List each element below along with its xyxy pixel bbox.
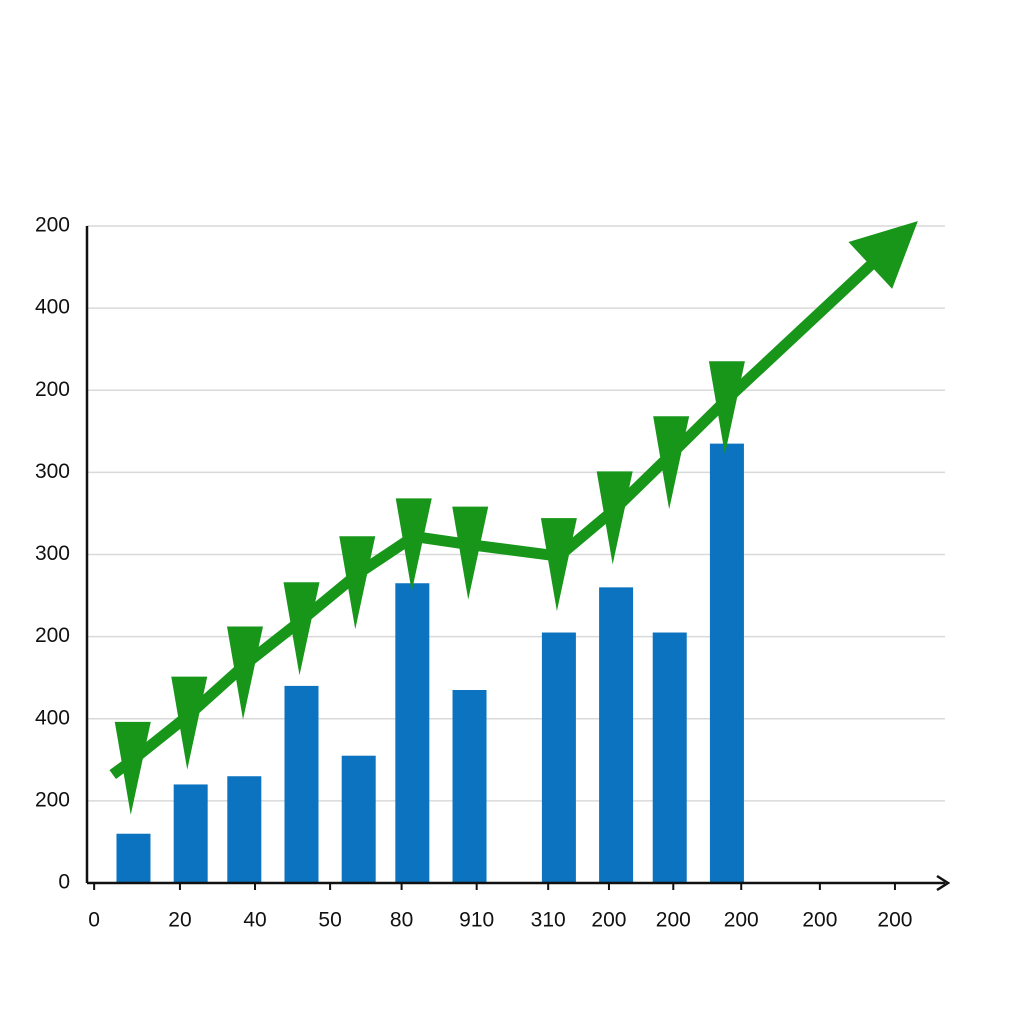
- y-tick-label: 400: [35, 706, 70, 729]
- y-tick-label: 200: [35, 214, 70, 237]
- y-tick-label: 0: [58, 871, 70, 894]
- marker: [339, 536, 376, 630]
- y-tick-label: 300: [35, 542, 70, 565]
- marker: [452, 506, 489, 600]
- bar: [395, 583, 430, 883]
- x-tick-label: 200: [724, 909, 759, 932]
- x-tick-label: 200: [591, 909, 626, 932]
- marker: [653, 416, 690, 510]
- arrow-head: [848, 221, 918, 289]
- x-tick-label: 200: [877, 909, 912, 932]
- bar: [173, 784, 208, 883]
- x-tick-label: 200: [802, 909, 837, 932]
- bar: [541, 632, 576, 883]
- x-tick-label: 20: [168, 909, 191, 932]
- marker: [227, 626, 264, 720]
- x-tick-label: 50: [318, 909, 341, 932]
- marker: [708, 361, 745, 455]
- trend-line: [109, 247, 889, 780]
- marker: [114, 721, 151, 815]
- bar: [284, 685, 319, 883]
- x-axis-arrow: [936, 874, 951, 892]
- bar: [341, 755, 376, 883]
- y-tick-label: 200: [35, 788, 70, 811]
- x-tick-label: 80: [390, 909, 413, 932]
- x-tick-label: 310: [531, 909, 566, 932]
- marker: [395, 498, 432, 592]
- marker: [171, 676, 208, 770]
- x-tick-label: 910: [459, 909, 494, 932]
- marker: [540, 518, 577, 612]
- marker: [596, 471, 633, 565]
- bar: [652, 632, 687, 883]
- y-tick-label: 200: [35, 378, 70, 401]
- marker: [283, 582, 320, 676]
- y-tick-label: 300: [35, 460, 70, 483]
- bar: [227, 776, 262, 883]
- x-tick-label: 0: [88, 909, 100, 932]
- y-tick-label: 400: [35, 296, 70, 319]
- x-tick-label: 200: [656, 909, 691, 932]
- bar: [599, 587, 634, 883]
- x-tick-label: 40: [243, 909, 266, 932]
- y-tick-label: 200: [35, 624, 70, 647]
- bar: [709, 443, 744, 883]
- bar: [116, 833, 151, 883]
- bar: [452, 690, 487, 883]
